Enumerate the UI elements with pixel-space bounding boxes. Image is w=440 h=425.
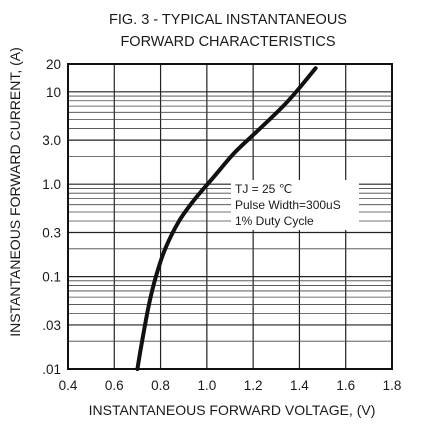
- curve-point-0-10: [282, 104, 285, 108]
- x-axis-label: INSTANTANEOUS FORWARD VOLTAGE, (V): [89, 402, 376, 418]
- plot-frame: [67, 63, 393, 370]
- x-tick-label-6: 1.6: [336, 378, 355, 393]
- series-layer: [135, 66, 318, 371]
- curve-point-0-4: [164, 247, 167, 250]
- curve-point-0-11: [298, 86, 301, 90]
- y-tick-label-6: 10: [46, 85, 61, 100]
- chart-title-line-1: FIG. 3 - TYPICAL INSTANTANEOUS: [109, 12, 347, 28]
- curve-point-0-3: [154, 275, 158, 278]
- y-tick-label-3: 0.3: [42, 226, 61, 241]
- curve-point-0-0: [136, 367, 139, 371]
- y-tick-label-1: .03: [42, 318, 61, 333]
- curve-point-0-5: [177, 219, 181, 223]
- annotation-line-tj: TJ = 25 ℃: [235, 182, 292, 196]
- conditions-annotation: TJ = 25 ℃ Pulse Width=300uS 1% Duty Cycl…: [231, 180, 359, 230]
- tick-labels: 0.4 0.6 0.8 1.0 1.2 1.4 1.6 1.8 .01 .03 0.1 0.3 1.0 3…: [42, 57, 401, 393]
- curve-point-0-6: [194, 197, 197, 200]
- x-tick-label-3: 1.0: [197, 378, 216, 393]
- curve-point-0-12: [314, 67, 317, 70]
- y-axis-label: INSTANTANEOUS FORWARD CURRENT, (A): [7, 47, 23, 337]
- y-tick-label-4: 1.0: [42, 177, 61, 192]
- curve-point-0-2: [147, 303, 151, 306]
- curve-point-0-8: [233, 151, 236, 154]
- annotation-line-duty-cycle: 1% Duty Cycle: [235, 214, 314, 228]
- y-tick-label-0: .01: [42, 362, 61, 377]
- curve-point-0-1: [140, 339, 144, 343]
- annotation-line-pulse-width: Pulse Width=300uS: [235, 198, 341, 212]
- curve-point-0-9: [256, 129, 259, 132]
- x-tick-label-5: 1.4: [290, 378, 309, 393]
- annotation-background: [231, 180, 359, 230]
- y-tick-label-5: 3.0: [42, 133, 61, 148]
- y-tick-label-2: 0.1: [42, 270, 61, 285]
- curve-point-0-7: [212, 175, 215, 179]
- y-tick-label-7: 20: [46, 57, 61, 72]
- x-tick-label-1: 0.6: [105, 378, 124, 393]
- chart-title-line-2: FORWARD CHARACTERISTICS: [120, 34, 335, 50]
- x-tick-label-0: 0.4: [59, 378, 78, 393]
- x-tick-label-4: 1.2: [244, 378, 263, 393]
- grid-lines: [67, 63, 393, 370]
- x-tick-label-2: 0.8: [151, 378, 170, 393]
- x-tick-label-7: 1.8: [383, 378, 402, 393]
